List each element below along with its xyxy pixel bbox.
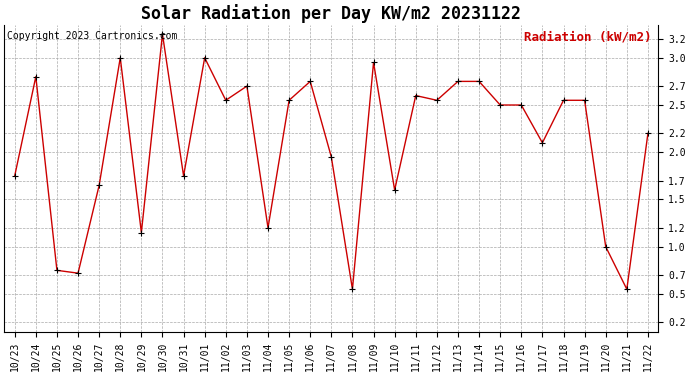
Text: Copyright 2023 Cartronics.com: Copyright 2023 Cartronics.com — [8, 31, 178, 41]
Title: Solar Radiation per Day KW/m2 20231122: Solar Radiation per Day KW/m2 20231122 — [141, 4, 522, 23]
Text: Radiation (kW/m2): Radiation (kW/m2) — [524, 31, 652, 44]
